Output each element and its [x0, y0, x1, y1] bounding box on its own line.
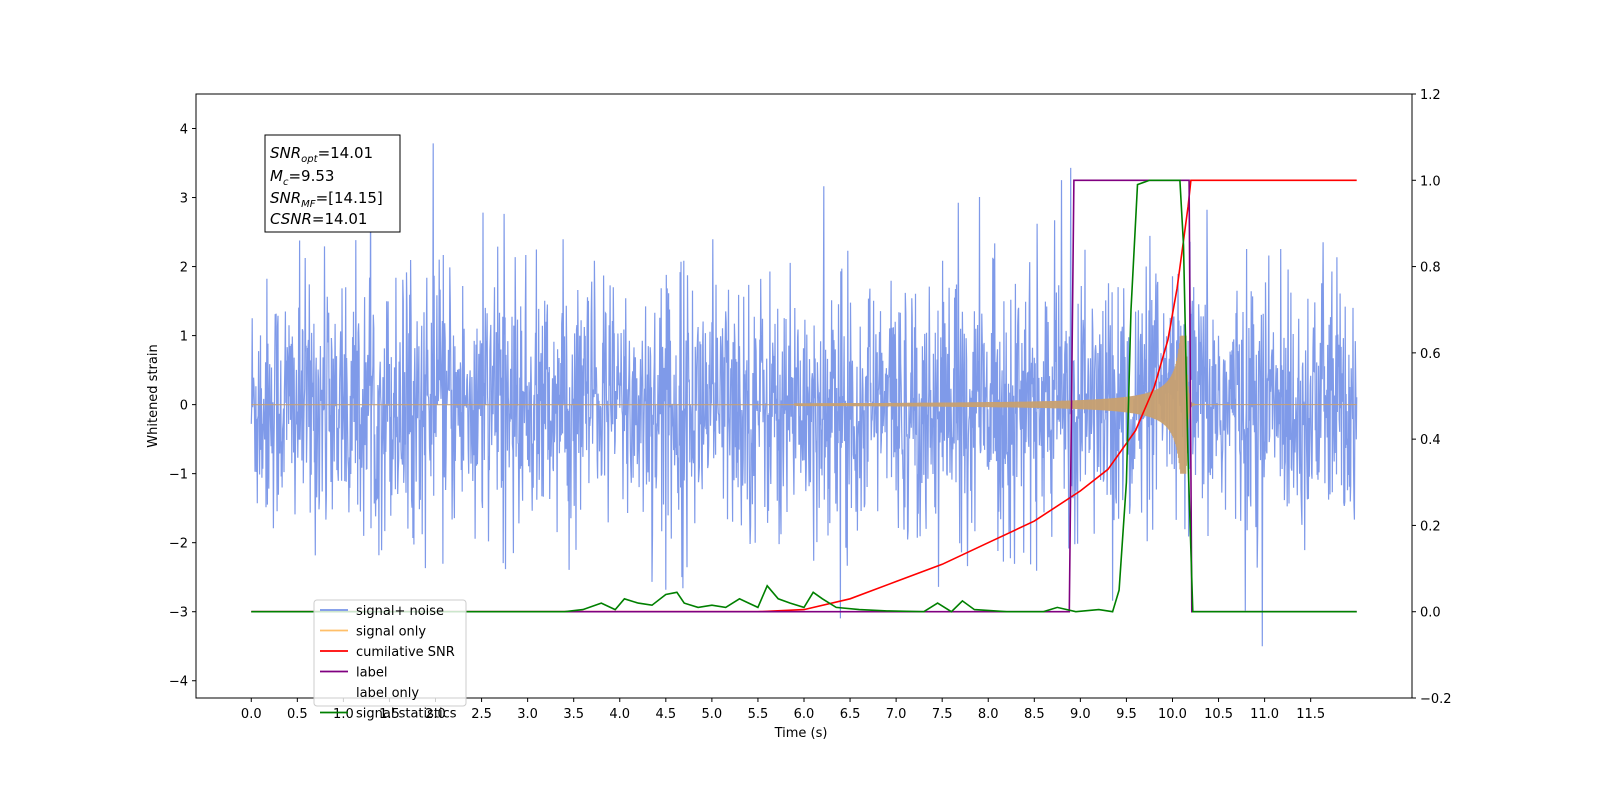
x-tick-label: 4.5 — [655, 707, 676, 722]
y-left-tick-label: −2 — [169, 537, 188, 552]
y-left-tick-label: 4 — [180, 123, 188, 138]
x-tick-label: 5.0 — [702, 707, 723, 722]
y-left-tick-label: −4 — [169, 675, 188, 690]
y-right-tick-label: 0.4 — [1420, 433, 1441, 448]
legend-entry-label: signal+ noise — [356, 604, 444, 619]
x-tick-label: 11.5 — [1296, 707, 1325, 722]
annotation-snr-mf: SNRMF=[14.15] — [270, 189, 383, 210]
y-right-tick-label: 1.2 — [1420, 88, 1441, 103]
y-left-tick-label: 0 — [180, 399, 188, 414]
legend-entry-label: signal statistics — [356, 707, 457, 722]
x-tick-label: 6.5 — [840, 707, 861, 722]
y-right-tick-label: 0.8 — [1420, 261, 1441, 276]
y-right-tick-label: −0.2 — [1420, 692, 1452, 707]
x-axis-label: Time (s) — [774, 726, 828, 741]
x-tick-label: 6.0 — [794, 707, 815, 722]
x-tick-label: 2.0 — [425, 707, 446, 722]
y-right-tick-label: 0.6 — [1420, 347, 1441, 362]
legend-entry-label: cumilative SNR — [356, 645, 455, 660]
y-left-tick-label: 3 — [180, 192, 188, 207]
x-axis: 0.0 0.5 1.0 1.5 2.0 2.5 3.0 3.5 4.0 4.5 5.0 5.5 6.0 6… — [241, 698, 1325, 722]
x-tick-label: 11.0 — [1250, 707, 1279, 722]
x-tick-label: 1.0 — [333, 707, 354, 722]
y-right-tick-label: 0.0 — [1420, 606, 1441, 621]
x-tick-label: 3.5 — [563, 707, 584, 722]
x-tick-label: 8.5 — [1024, 707, 1045, 722]
series-line-signal-statistics — [251, 179, 1357, 613]
x-tick-label: 0.5 — [287, 707, 308, 722]
y-left-tick-label: −3 — [169, 606, 188, 621]
y-right-tick-label: 0.2 — [1420, 519, 1441, 534]
x-tick-label: 8.0 — [978, 707, 999, 722]
x-tick-label: 9.5 — [1116, 707, 1137, 722]
series-line-signal-only — [251, 335, 1357, 474]
y-axis-right: 1.2 1.0 0.8 0.6 0.4 0.2 0.0 −0.2 — [1412, 88, 1452, 707]
x-tick-label: 9.0 — [1070, 707, 1091, 722]
annotation-csnr: CSNR=14.01 — [270, 210, 367, 228]
series-line-signal-noise — [250, 143, 1358, 647]
x-tick-label: 2.5 — [471, 707, 492, 722]
y-left-tick-label: 2 — [180, 261, 188, 276]
y-left-tick-label: −1 — [169, 468, 188, 483]
y-right-tick-label: 1.0 — [1420, 174, 1441, 189]
legend-entry-label: label only — [356, 686, 419, 701]
x-tick-label: 5.5 — [748, 707, 769, 722]
legend: signal+ noise signal only cumilative SNR la… — [313, 599, 467, 722]
x-tick-label: 10.0 — [1158, 707, 1187, 722]
x-tick-label: 4.0 — [609, 707, 630, 722]
x-tick-label: 7.0 — [886, 707, 907, 722]
y-axis-label: Whitened strain — [146, 344, 161, 447]
y-axis-left: 4 3 2 1 0 −1 −2 −3 −4 — [169, 123, 196, 690]
x-tick-label: 10.5 — [1204, 707, 1233, 722]
annotation-box: SNRopt=14.01 Mc=9.53 SNRMF=[14.15] CSNR=… — [264, 134, 401, 233]
x-tick-label: 7.5 — [932, 707, 953, 722]
x-tick-label: 3.0 — [517, 707, 538, 722]
annotation-mc: Mc=9.53 — [270, 167, 334, 188]
x-tick-label: 1.5 — [379, 707, 400, 722]
annotation-snr-opt: SNRopt=14.01 — [270, 144, 373, 165]
series-line-cumilative-snr — [251, 179, 1357, 613]
x-tick-label: 0.0 — [241, 707, 262, 722]
y-left-tick-label: 1 — [180, 330, 188, 345]
legend-entry-label: label — [356, 666, 387, 681]
legend-entry-label: signal only — [356, 625, 426, 640]
